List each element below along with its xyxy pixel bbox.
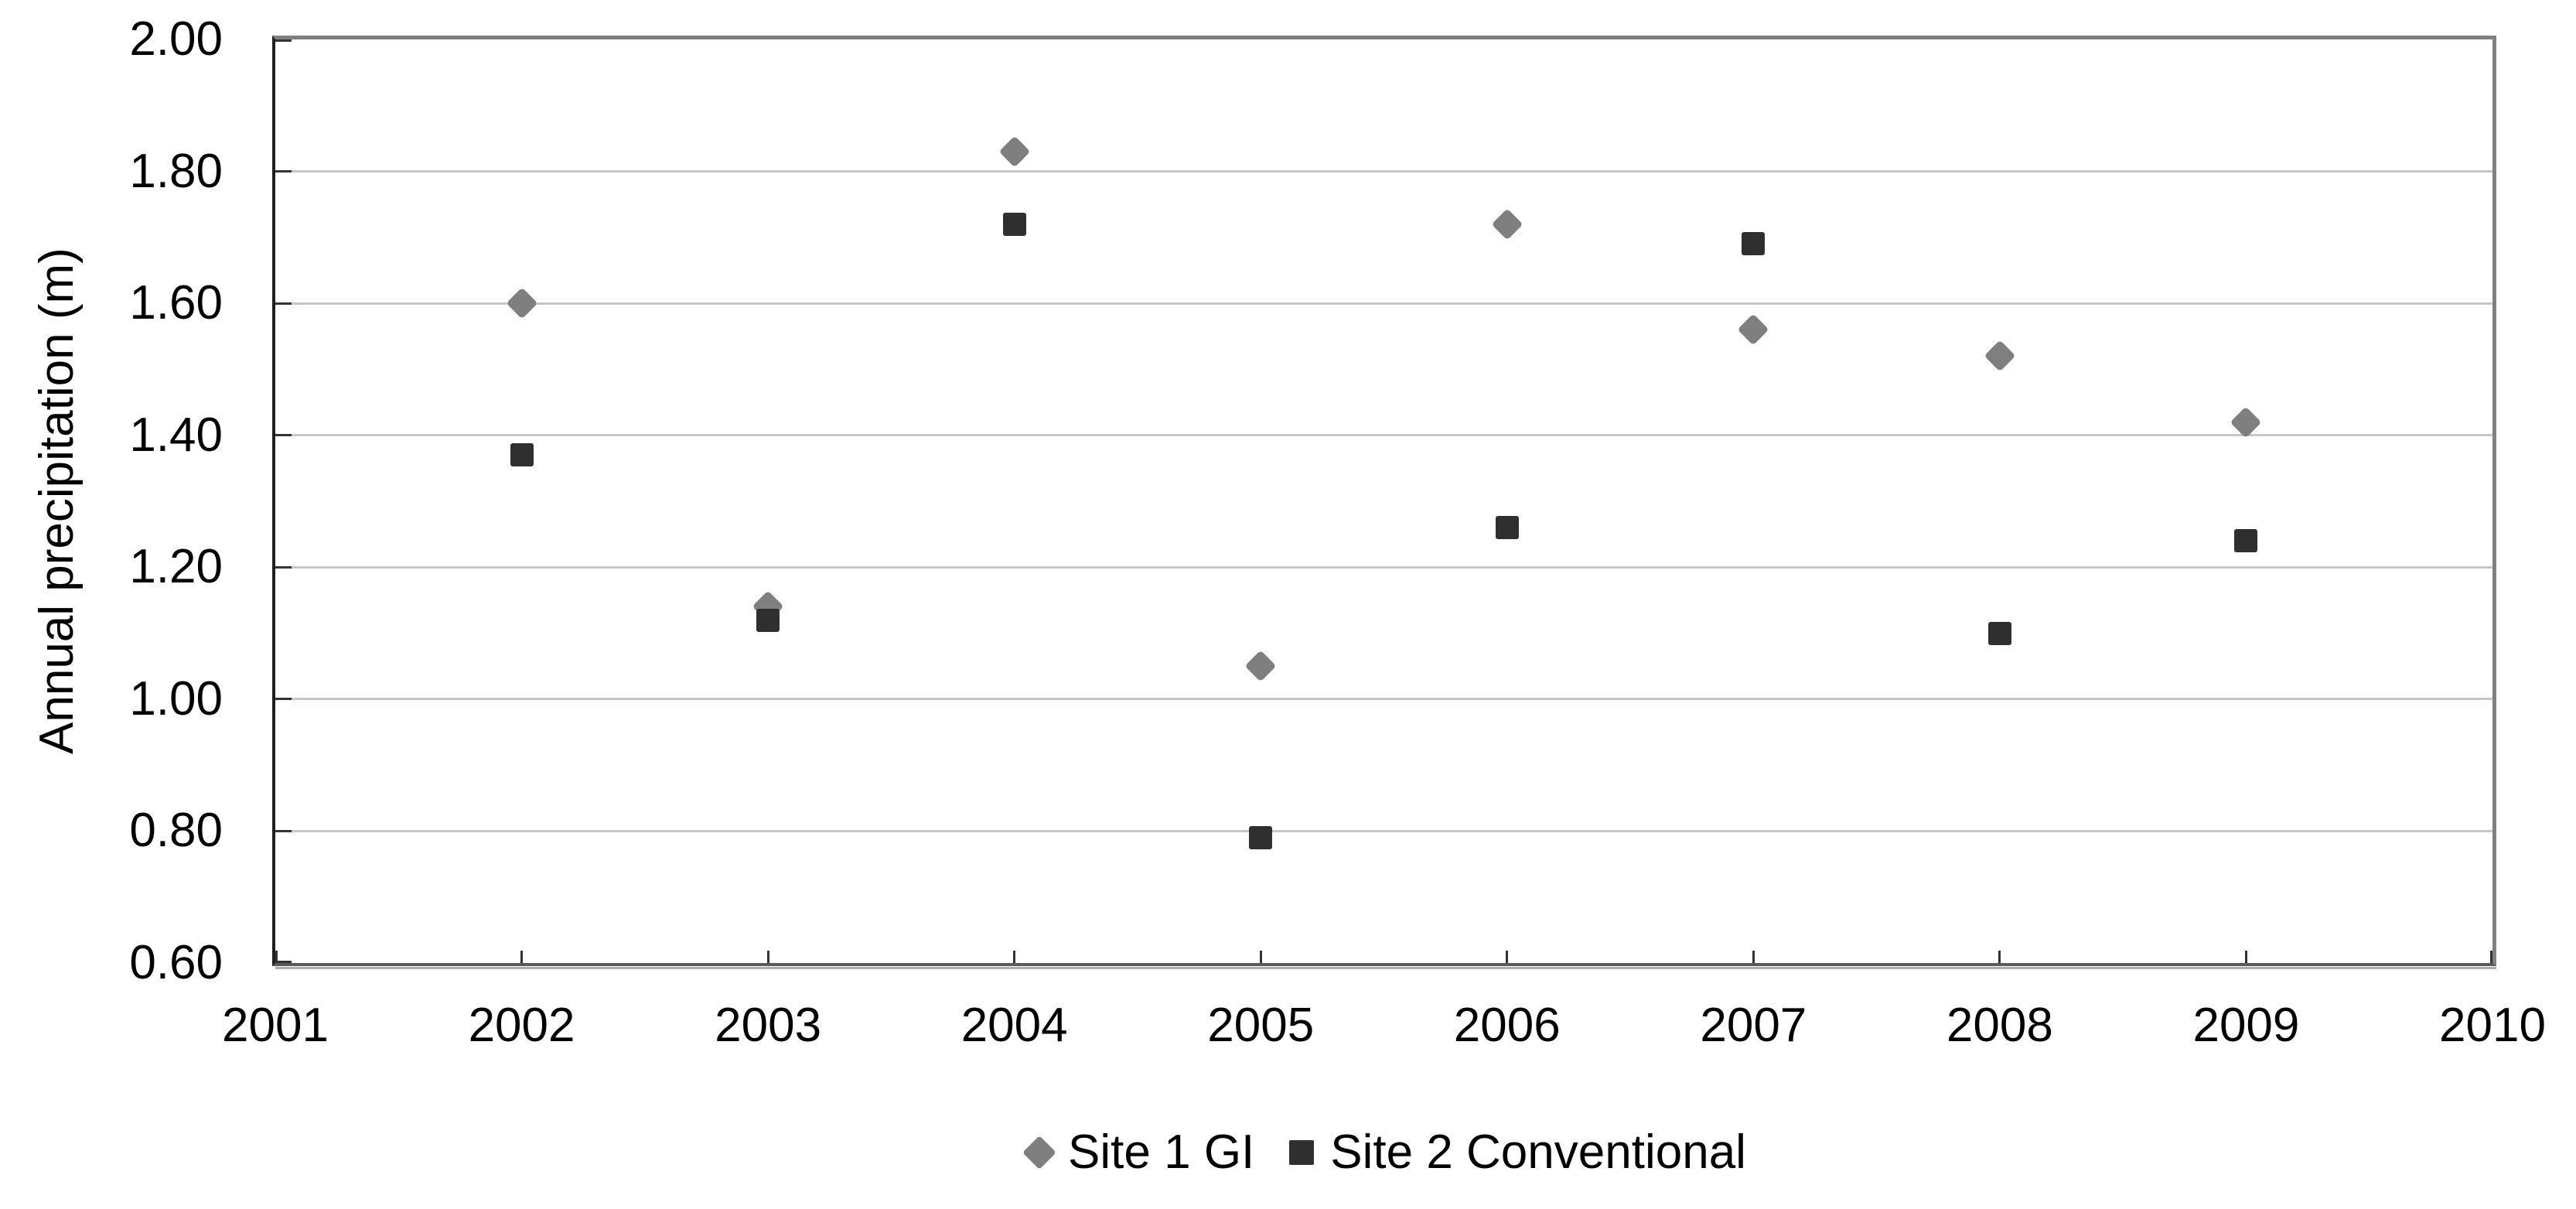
y-tick-mark: [275, 961, 292, 963]
x-tick-mark: [2244, 951, 2247, 963]
square-marker-icon: [1284, 1135, 1319, 1170]
x-tick-mark: [275, 951, 278, 963]
data-point-site-1-gi-2004: [998, 135, 1031, 168]
data-point-site-2-conventional-2002: [510, 443, 534, 467]
y-axis-label-2.00: 2.00: [129, 12, 223, 66]
x-axis-shadow-line: [275, 967, 2496, 969]
x-tick-mark: [520, 951, 524, 963]
legend-label: Site 2 Conventional: [1330, 1125, 1746, 1179]
x-axis-label-2008: 2008: [1946, 999, 2053, 1052]
y-axis-label-1.60: 1.60: [129, 276, 223, 330]
y-tick-mark: [275, 565, 292, 569]
data-point-site-2-conventional-2004: [1002, 212, 1026, 236]
legend-item-site-2-conventional: Site 2 Conventional: [1284, 1123, 1746, 1181]
data-point-site-1-gi-2008: [1984, 340, 2016, 372]
gridline-y-0.80: [275, 829, 2492, 832]
gridline-y-1.40: [275, 434, 2492, 437]
legend-label: Site 1 GI: [1068, 1125, 1255, 1179]
y-axis-label-1.20: 1.20: [129, 540, 223, 594]
data-point-site-2-conventional-2003: [756, 608, 780, 632]
data-point-site-2-conventional-2005: [1249, 825, 1273, 849]
plot-area: [272, 36, 2496, 966]
data-point-site-1-gi-2006: [1491, 208, 1523, 241]
x-tick-mark: [766, 951, 769, 963]
y-tick-mark: [275, 434, 292, 437]
y-tick-mark: [275, 170, 292, 173]
y-axis-label-1.00: 1.00: [129, 671, 223, 726]
x-axis-label-2001: 2001: [222, 999, 329, 1052]
data-point-site-1-gi-2009: [2230, 406, 2262, 439]
y-tick-mark: [275, 829, 292, 832]
x-axis-label-2009: 2009: [2192, 999, 2300, 1052]
x-axis-label-2006: 2006: [1453, 999, 1561, 1052]
gridline-y-1.60: [275, 302, 2492, 305]
x-axis-label-2002: 2002: [468, 999, 575, 1052]
data-point-site-1-gi-2005: [1244, 650, 1277, 682]
data-point-site-2-conventional-2009: [2234, 529, 2258, 553]
x-axis-label-2003: 2003: [715, 999, 822, 1052]
x-tick-mark: [1259, 951, 1262, 963]
y-tick-mark: [275, 698, 292, 701]
plot-inner: [275, 39, 2492, 963]
diamond-icon-shape: [1022, 1135, 1056, 1170]
x-axis-label-2010: 2010: [2439, 999, 2546, 1052]
y-axis-label-0.60: 0.60: [129, 936, 223, 989]
x-tick-mark: [1752, 951, 1755, 963]
data-point-site-2-conventional-2006: [1495, 516, 1519, 540]
y-axis-label-1.80: 1.80: [129, 144, 223, 198]
x-tick-mark: [1013, 951, 1016, 963]
gridline-y-1.00: [275, 698, 2492, 701]
data-point-site-1-gi-2007: [1737, 313, 1769, 346]
x-axis-label-2007: 2007: [1700, 999, 1807, 1052]
gridline-y-1.80: [275, 170, 2492, 173]
square-icon-shape: [1289, 1139, 1315, 1165]
x-axis-label-2004: 2004: [960, 999, 1068, 1052]
y-axis-label-1.40: 1.40: [129, 408, 223, 462]
legend-item-site-1-gi: Site 1 GI: [1022, 1123, 1254, 1181]
y-tick-mark: [275, 39, 292, 42]
gridline-y-1.20: [275, 565, 2492, 569]
y-axis-label-0.80: 0.80: [129, 804, 223, 858]
y-tick-mark: [275, 302, 292, 305]
x-axis-label-2005: 2005: [1207, 999, 1315, 1052]
chart-legend: Site 1 GI Site 2 Conventional: [275, 1123, 2492, 1181]
data-point-site-2-conventional-2008: [1987, 621, 2011, 645]
data-point-site-2-conventional-2007: [1742, 232, 1766, 256]
x-tick-mark: [2490, 951, 2492, 963]
diamond-marker-icon: [1022, 1135, 1057, 1170]
x-tick-mark: [1998, 951, 2001, 963]
x-tick-mark: [1506, 951, 1509, 963]
data-point-site-1-gi-2002: [506, 287, 538, 319]
